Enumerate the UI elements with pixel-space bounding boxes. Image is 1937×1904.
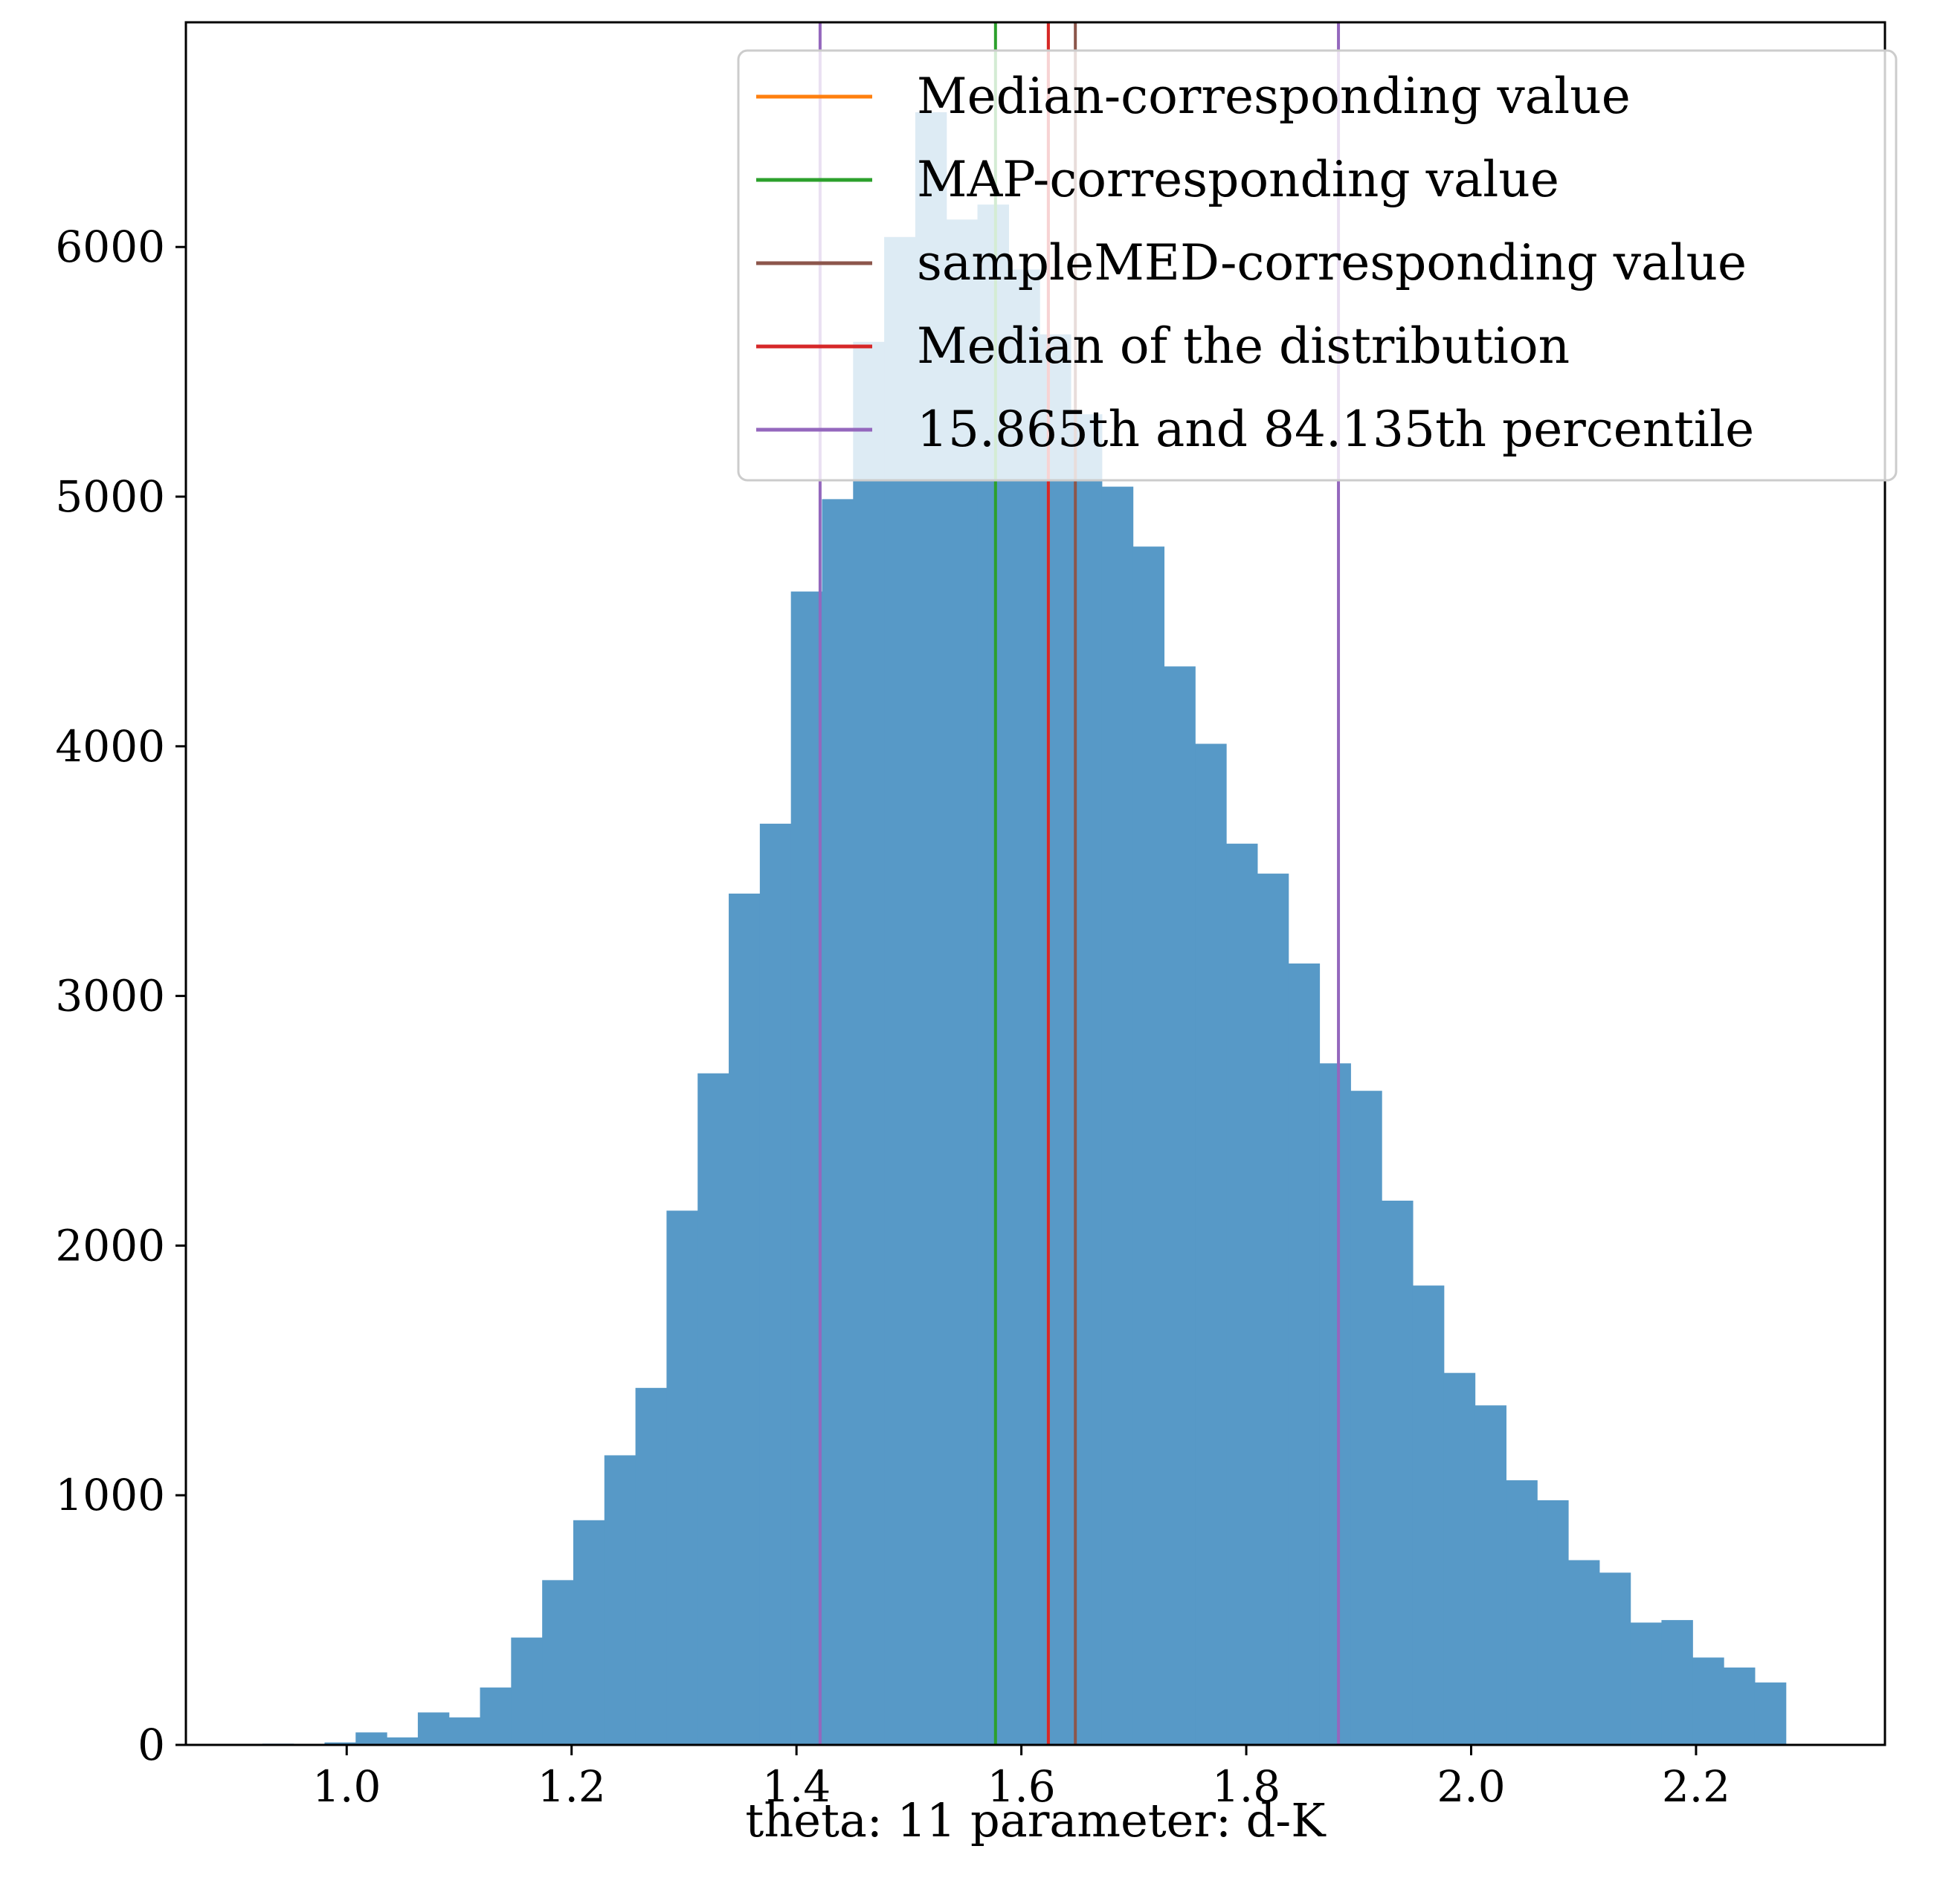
x-tick-label: 1.6 (987, 1761, 1055, 1812)
histogram-bar (853, 341, 885, 1745)
legend-box (737, 49, 1898, 482)
x-tick-label: 2.0 (1437, 1761, 1505, 1812)
legend-label: sampleMED-corresponding value (917, 234, 1747, 291)
y-tick-label: 3000 (55, 971, 165, 1022)
histogram-bar (1164, 666, 1196, 1746)
histogram-bar (666, 1210, 698, 1745)
plot-frame (184, 21, 1886, 1746)
x-axis-label: theta: 11 parameter: d-K (745, 1793, 1327, 1847)
histogram-bar (417, 1712, 450, 1745)
histogram-bar (1195, 743, 1227, 1745)
histogram-bar (1350, 1091, 1382, 1745)
histogram-bar (1661, 1620, 1693, 1745)
histogram-bar (480, 1687, 512, 1745)
histogram-bar (790, 591, 823, 1745)
histogram-bar (729, 893, 761, 1745)
histogram-bar (604, 1455, 636, 1745)
histogram-bar (759, 823, 792, 1745)
x-tick-label: 1.2 (538, 1761, 606, 1812)
y-tick-label: 4000 (55, 721, 165, 772)
x-tick-label: 1.8 (1212, 1761, 1280, 1812)
histogram-bar (1257, 874, 1289, 1745)
histogram-bar (1412, 1285, 1445, 1745)
histogram-bar (511, 1637, 543, 1745)
histogram-bar (1288, 963, 1321, 1745)
histogram-bar (573, 1520, 605, 1745)
legend-label: Median-corresponding value (917, 68, 1631, 125)
y-axis-ticks: 0 1000 2000 3000 4000 5000 6000 (55, 222, 186, 1770)
histogram-bar (355, 1732, 387, 1745)
x-tick-label: 2.2 (1662, 1761, 1730, 1812)
y-tick-label: 5000 (55, 471, 165, 522)
histogram-bar (1319, 1063, 1351, 1745)
histogram-bar (1474, 1405, 1506, 1745)
y-tick-label: 1000 (55, 1470, 165, 1520)
x-tick-label: 1.0 (312, 1761, 381, 1812)
histogram-bar (1132, 546, 1165, 1746)
histogram-bar (387, 1737, 419, 1745)
histogram-bar (542, 1580, 574, 1745)
histogram-bar (884, 236, 916, 1745)
histogram-bar (324, 1742, 356, 1745)
y-tick-label: 2000 (55, 1220, 165, 1271)
histogram-bar (635, 1387, 668, 1745)
histogram-bar (1724, 1667, 1756, 1745)
x-tick-label: 1.4 (762, 1761, 831, 1812)
histogram-bar (822, 499, 854, 1745)
histogram-bar (697, 1073, 729, 1745)
histogram-bar (1506, 1480, 1538, 1745)
histogram-bar (1101, 486, 1134, 1746)
histogram-bar (1692, 1657, 1724, 1745)
y-tick-label: 0 (138, 1720, 165, 1770)
legend-label: Median of the distribution (917, 317, 1570, 375)
histogram-bar (1040, 334, 1071, 1746)
histogram-bar (1599, 1572, 1631, 1745)
legend-label: 15.865th and 84.135th percentile (917, 401, 1754, 458)
y-tick-label: 6000 (55, 222, 165, 272)
histogram-bar (1568, 1560, 1600, 1745)
histogram-bar (448, 1717, 481, 1745)
histogram-bars (262, 112, 1787, 1746)
histogram-bar (1443, 1372, 1476, 1745)
legend-label: MAP-corresponding value (917, 151, 1559, 208)
x-axis-ticks: 1.0 1.2 1.4 1.6 1.8 2.0 2.2 (312, 1745, 1730, 1812)
histogram-bar (1537, 1500, 1569, 1745)
legend: Median-corresponding value MAP-correspond… (737, 49, 1898, 482)
histogram-bar (1382, 1200, 1414, 1745)
histogram-bar (1008, 269, 1040, 1746)
histogram-bar (1630, 1622, 1663, 1745)
histogram-bar (1754, 1682, 1787, 1745)
histogram-bar (1226, 843, 1258, 1745)
